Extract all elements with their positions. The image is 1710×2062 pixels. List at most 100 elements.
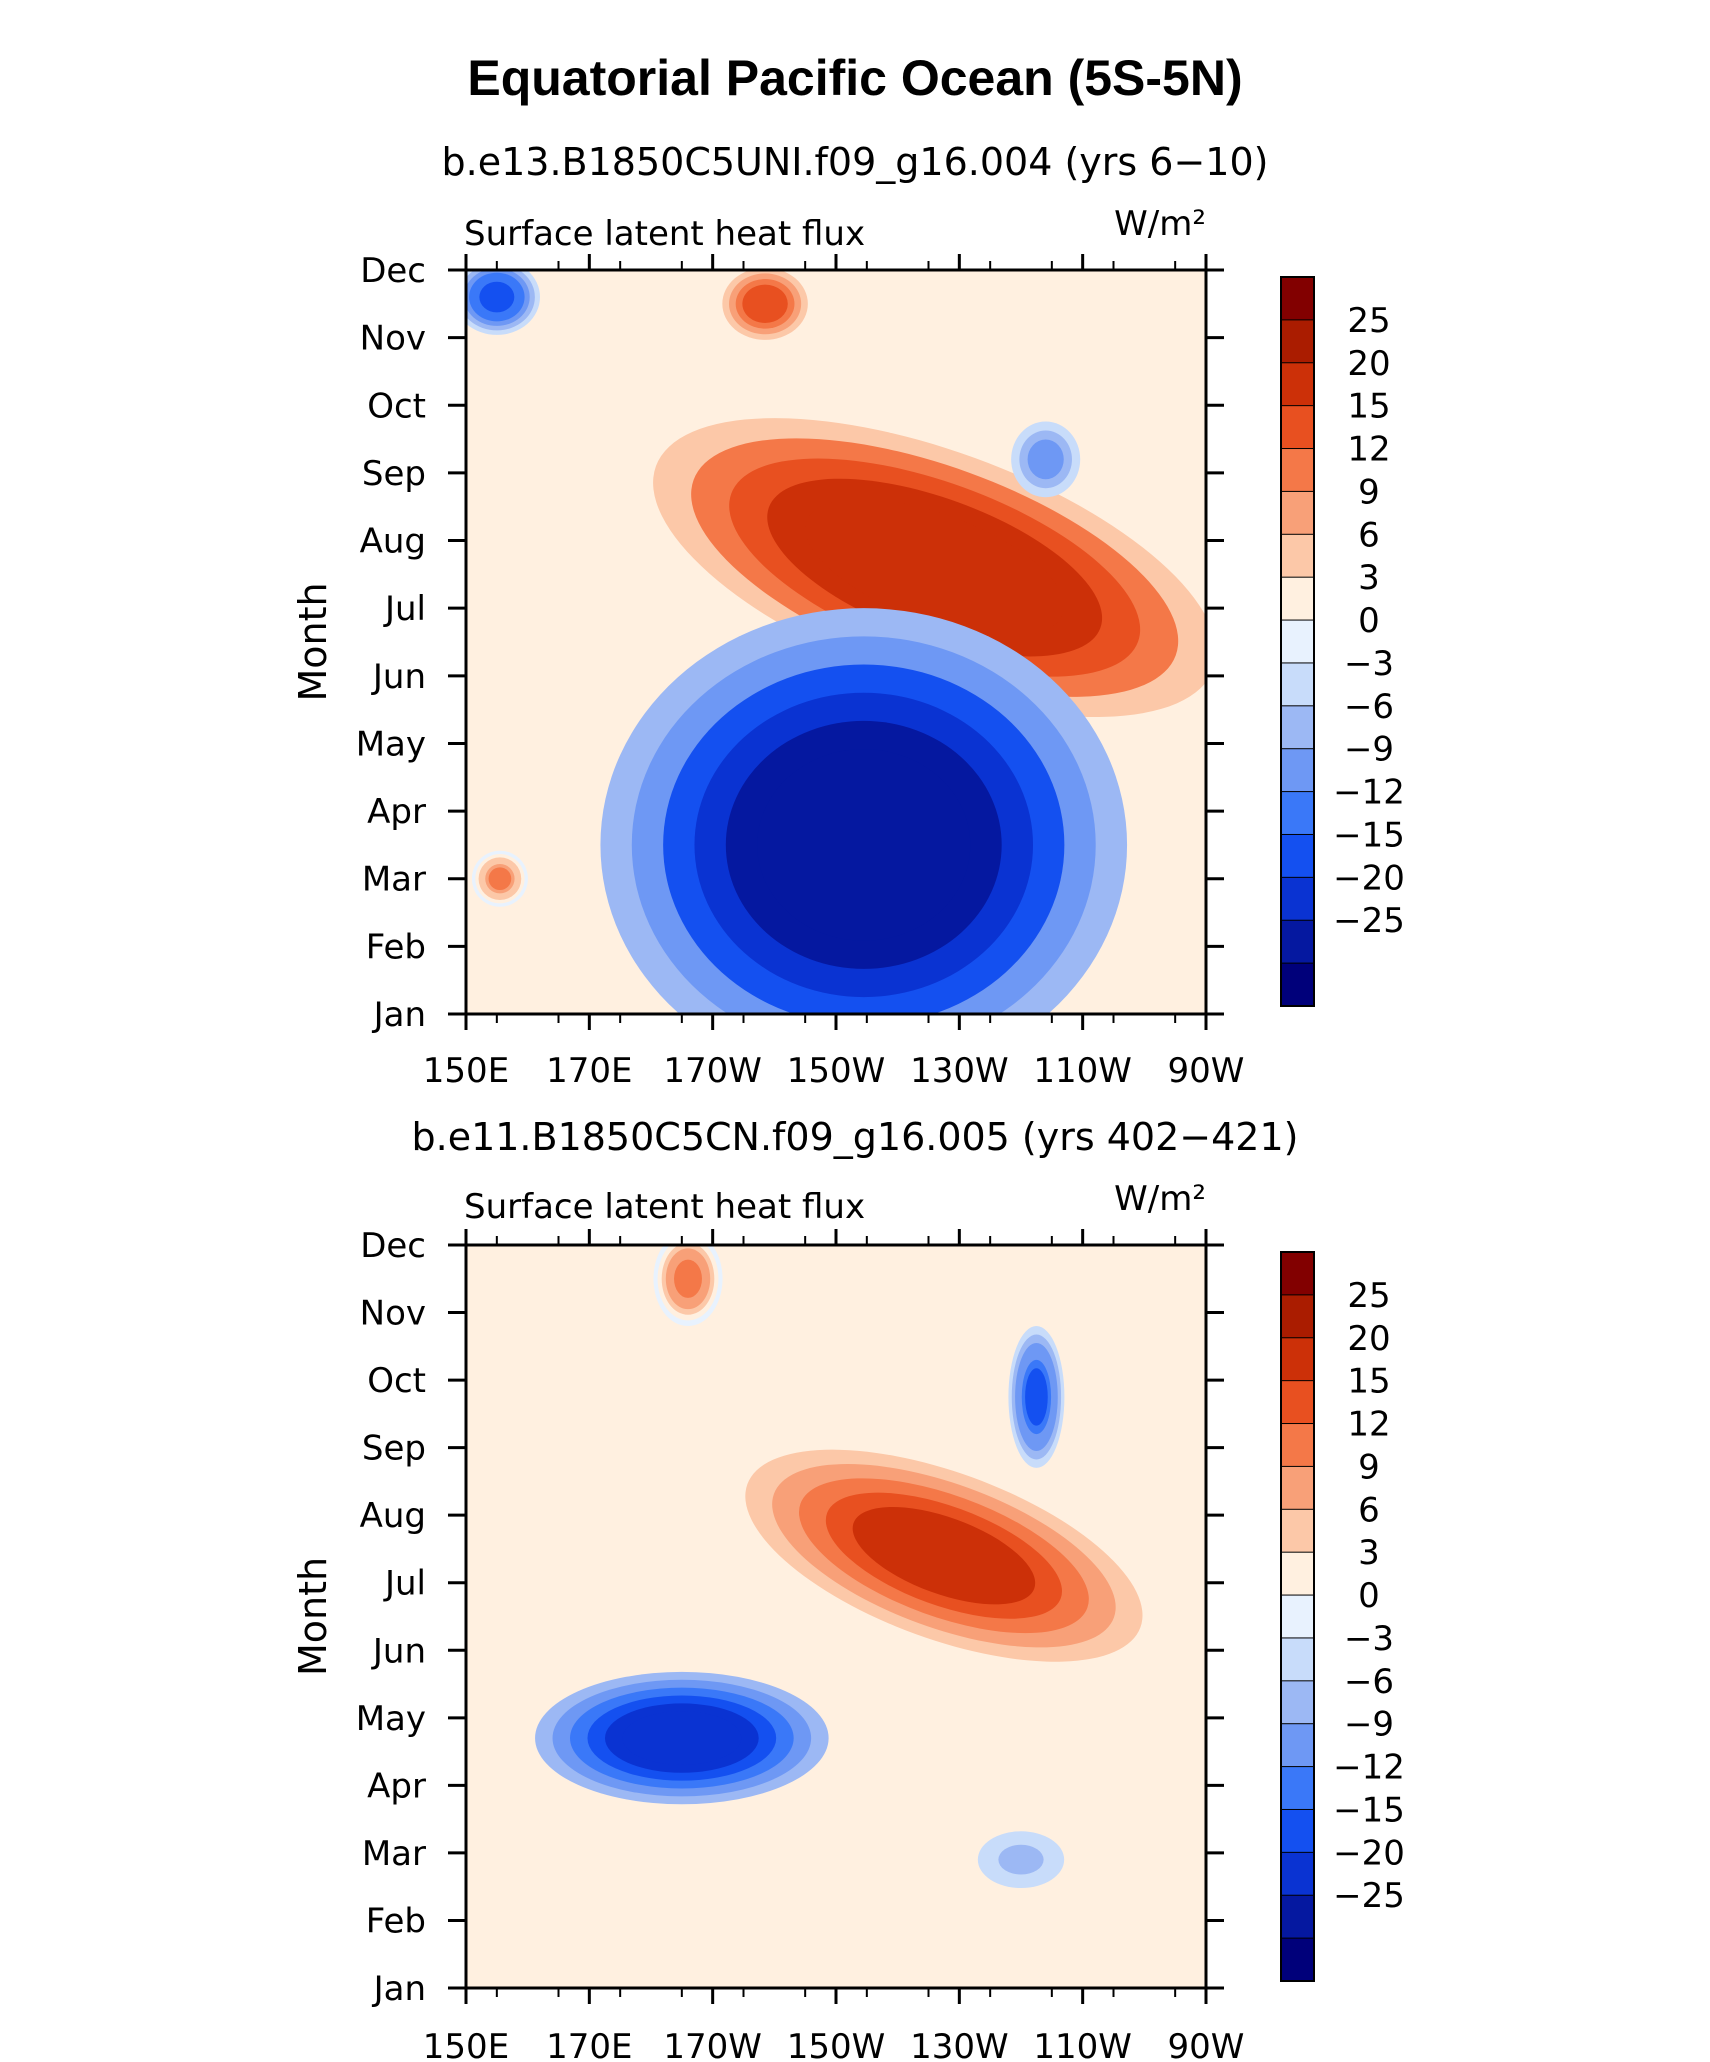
y-axis-label: Month (291, 582, 335, 701)
contour-level (852, 1506, 1036, 1605)
panel-subtitle: b.e11.B1850C5CN.f09_g16.005 (yrs 402−421… (412, 1115, 1299, 1159)
colorbar-label: −20 (1333, 1833, 1405, 1873)
colorbar-frame (1280, 276, 1315, 1007)
colorbar-label: 9 (1358, 1447, 1380, 1487)
colorbar-box (1280, 1851, 1315, 1897)
colorbar-box (1280, 1465, 1315, 1511)
x-tick-label: 170W (663, 1051, 762, 1091)
y-tick-label: Nov (360, 1294, 426, 1334)
y-tick-label: Oct (367, 1361, 426, 1401)
colorbar-box (1280, 705, 1315, 750)
contour-level (479, 281, 515, 313)
colorbar-box (1280, 1423, 1315, 1468)
y-tick-label: May (356, 724, 426, 764)
colorbar-box (1280, 1937, 1315, 1983)
colorbar-label: 12 (1347, 430, 1390, 470)
contour-field (466, 270, 1206, 1014)
y-tick-label: Mar (362, 860, 426, 900)
colorbar-label: −9 (1344, 730, 1394, 770)
x-tick-label: 150E (423, 1051, 509, 1091)
contour-level (622, 1711, 742, 1765)
colorbar-box (1280, 276, 1315, 321)
y-tick-label: Jun (371, 1631, 426, 1671)
y-tick-label: Apr (367, 792, 426, 832)
colorbar-label: 15 (1347, 1362, 1390, 1402)
y-tick-label: Apr (367, 1766, 426, 1806)
y-tick-label: Dec (360, 1226, 426, 1266)
colorbar-label: 6 (1358, 1490, 1380, 1530)
figure-title: Equatorial Pacific Ocean (5S-5N) (467, 50, 1242, 106)
colorbar-box (1280, 1894, 1315, 1940)
x-tick-label: 150W (787, 1051, 886, 1091)
x-tick-label: 110W (1033, 1051, 1132, 1091)
colorbar-box (1280, 619, 1315, 664)
colorbar-label: 0 (1358, 1576, 1380, 1616)
y-tick-label: Sep (362, 1429, 426, 1469)
x-tick-label: 110W (1033, 2027, 1132, 2062)
colorbar-label: 6 (1358, 515, 1380, 555)
x-tick-label: 130W (910, 1051, 1009, 1091)
colorbar-box (1280, 1808, 1315, 1854)
colorbar-box (1280, 1251, 1315, 1296)
colorbar-box (1280, 490, 1315, 536)
colorbar-label: −25 (1333, 1876, 1405, 1916)
colorbar-box (1280, 1766, 1315, 1811)
colorbar-box (1280, 1294, 1315, 1339)
colorbar-label: 20 (1347, 1319, 1390, 1359)
y-tick-label: Mar (362, 1834, 426, 1874)
x-tick-label: 150W (787, 2027, 886, 2062)
units-label: W/m² (1114, 1179, 1206, 1219)
colorbar-box (1280, 833, 1315, 879)
y-tick-label: Feb (366, 1901, 426, 1941)
colorbar-label: −12 (1333, 773, 1405, 813)
colorbar-box (1280, 448, 1315, 493)
y-tick-label: May (356, 1699, 426, 1739)
y-tick-label: Feb (366, 927, 426, 967)
contour-field (466, 1245, 1206, 1988)
colorbar-box (1280, 876, 1315, 922)
colorbar-box (1280, 962, 1315, 1008)
x-tick-label: 90W (1168, 2027, 1245, 2062)
y-tick-label: Aug (360, 1496, 426, 1536)
colorbar-box (1280, 405, 1315, 450)
colorbar-box (1280, 748, 1315, 793)
y-tick-label: Nov (360, 319, 426, 359)
colorbar-label: −15 (1333, 815, 1405, 855)
colorbar-label: 3 (1358, 558, 1380, 598)
x-tick-label: 170W (663, 2027, 762, 2062)
colorbar-label: 12 (1347, 1405, 1390, 1445)
x-tick-label: 90W (1168, 1051, 1245, 1091)
y-tick-label: Jul (383, 589, 426, 629)
colorbar-label: 0 (1358, 601, 1380, 641)
panel-2: b.e11.B1850C5CN.f09_g16.005 (yrs 402−421… (291, 1115, 1405, 2062)
colorbar-label: 20 (1347, 344, 1390, 384)
panel-1: b.e13.B1850C5UNI.f09_g16.004 (yrs 6−10) S… (291, 140, 1405, 1091)
y-tick-label: Aug (360, 522, 426, 562)
colorbar-label: −15 (1333, 1790, 1405, 1830)
x-tick-label: 170E (546, 1051, 632, 1091)
colorbar-label: −12 (1333, 1748, 1405, 1788)
y-tick-label: Jan (372, 1969, 426, 2009)
contour-level (1003, 1848, 1039, 1872)
colorbar-label: −25 (1333, 901, 1405, 941)
colorbar-box (1280, 576, 1315, 622)
colorbar-box (1280, 919, 1315, 965)
units-label: W/m² (1114, 204, 1206, 244)
x-tick-label: 170E (546, 2027, 632, 2062)
variable-label: Surface latent heat flux (464, 1187, 865, 1227)
colorbar-box (1280, 1594, 1315, 1639)
contour-level (757, 749, 971, 941)
colorbar-frame (1280, 1251, 1315, 1982)
contour-level (488, 867, 512, 891)
colorbar-label: 25 (1347, 1276, 1390, 1316)
panel-subtitle: b.e13.B1850C5UNI.f09_g16.004 (yrs 6−10) (442, 140, 1269, 184)
x-tick-label: 130W (910, 2027, 1009, 2062)
y-tick-label: Jul (383, 1564, 426, 1604)
colorbar-box (1280, 1723, 1315, 1768)
y-tick-label: Sep (362, 454, 426, 494)
colorbar-label: −3 (1344, 1619, 1394, 1659)
contour-level (1025, 1368, 1048, 1426)
colorbar-box (1280, 362, 1315, 407)
contour-level (805, 498, 1065, 637)
